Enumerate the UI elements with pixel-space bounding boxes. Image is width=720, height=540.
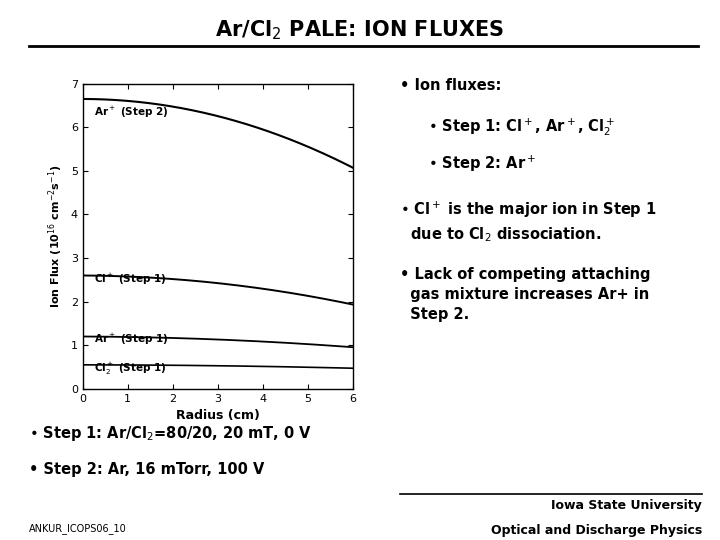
Text: Ar$^+$ (Step 1): Ar$^+$ (Step 1) bbox=[94, 332, 168, 347]
Text: • Cl$^+$ is the major ion in Step 1
  due to Cl$_2$ dissociation.: • Cl$^+$ is the major ion in Step 1 due … bbox=[400, 200, 657, 245]
Text: Cl$_2^+$ (Step 1): Cl$_2^+$ (Step 1) bbox=[94, 361, 166, 377]
Text: Ar/Cl$_2$ PALE: ION FLUXES: Ar/Cl$_2$ PALE: ION FLUXES bbox=[215, 19, 505, 43]
Text: Iowa State University: Iowa State University bbox=[552, 500, 702, 512]
Text: • Step 1: Ar/Cl$_2$=80/20, 20 mT, 0 V: • Step 1: Ar/Cl$_2$=80/20, 20 mT, 0 V bbox=[29, 424, 312, 443]
Text: • Lack of competing attaching
  gas mixture increases Ar+ in
  Step 2.: • Lack of competing attaching gas mixtur… bbox=[400, 267, 650, 322]
X-axis label: Radius (cm): Radius (cm) bbox=[176, 409, 260, 422]
Text: Cl$^+$ (Step 1): Cl$^+$ (Step 1) bbox=[94, 272, 166, 287]
Y-axis label: Ion Flux (10$^{16}$ cm$^{-2}$s$^{-1}$): Ion Flux (10$^{16}$ cm$^{-2}$s$^{-1}$) bbox=[47, 165, 66, 308]
Text: • Step 2: Ar, 16 mTorr, 100 V: • Step 2: Ar, 16 mTorr, 100 V bbox=[29, 462, 264, 477]
Text: • Ion fluxes:: • Ion fluxes: bbox=[400, 78, 501, 93]
Text: • Step 1: Cl$^+$, Ar$^+$, Cl$_2^+$: • Step 1: Cl$^+$, Ar$^+$, Cl$_2^+$ bbox=[428, 116, 616, 138]
Text: Optical and Discharge Physics: Optical and Discharge Physics bbox=[491, 524, 702, 537]
Text: ANKUR_ICOPS06_10: ANKUR_ICOPS06_10 bbox=[29, 523, 127, 534]
Text: Ar$^+$ (Step 2): Ar$^+$ (Step 2) bbox=[94, 105, 168, 120]
Text: • Step 2: Ar$^+$: • Step 2: Ar$^+$ bbox=[428, 154, 536, 174]
